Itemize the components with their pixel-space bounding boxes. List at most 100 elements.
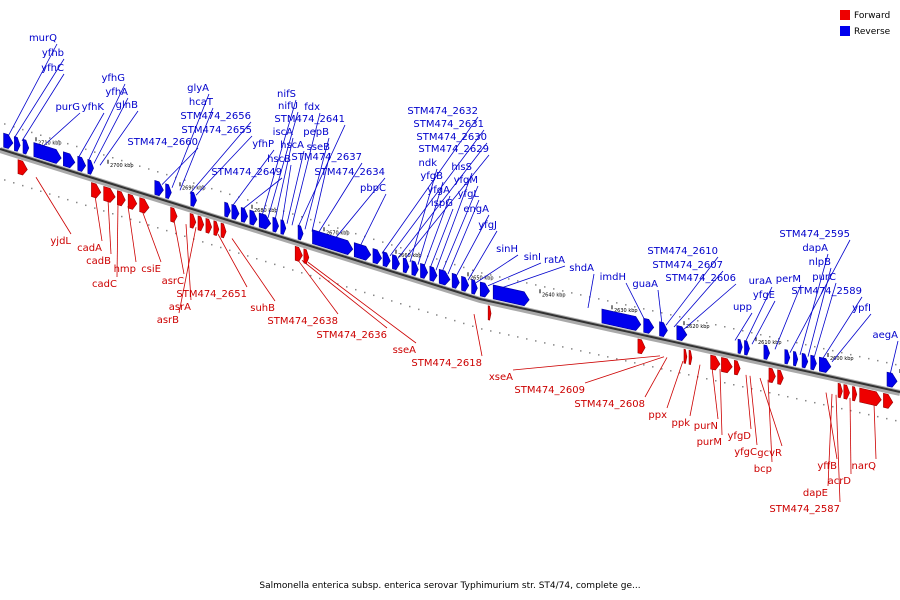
- leader-line: [584, 356, 665, 384]
- leader-line: [447, 199, 480, 275]
- dot-forward-track: [796, 397, 798, 400]
- dot-forward-track: [463, 322, 465, 325]
- forward-gene-feature: [777, 369, 784, 385]
- leader-line: [625, 282, 646, 321]
- leader-line: [745, 374, 752, 430]
- leader-line: [719, 369, 723, 436]
- dot-forward-track: [148, 224, 150, 226]
- reverse-gene-feature: [676, 325, 688, 342]
- dot-forward-track: [229, 249, 231, 252]
- leader-line: [774, 284, 802, 350]
- gene-label-sinh: sinH: [496, 244, 518, 255]
- dot-reverse-track: [508, 278, 510, 280]
- scale-tick-label: 2640 kbp: [542, 292, 566, 298]
- dot-forward-track: [130, 218, 132, 221]
- leader-line: [665, 256, 719, 326]
- forward-gene-feature: [17, 159, 28, 176]
- dot-reverse-track: [13, 126, 15, 128]
- dot-forward-track: [265, 260, 267, 263]
- reverse-gene-feature: [601, 308, 642, 331]
- leader-line: [821, 296, 863, 360]
- dot-reverse-track: [373, 238, 375, 241]
- leader-line: [107, 199, 112, 255]
- reverse-gene-feature: [280, 219, 287, 235]
- forward-gene-feature: [710, 354, 721, 371]
- leader-line: [171, 93, 210, 188]
- leader-line: [231, 149, 275, 207]
- gene-label-isca: iscA: [273, 127, 293, 138]
- forward-gene-feature: [205, 217, 213, 234]
- reverse-gene-feature: [429, 265, 438, 282]
- dot-reverse-track: [787, 339, 789, 342]
- forward-gene-feature: [487, 305, 492, 321]
- reverse-gene-feature: [77, 155, 87, 172]
- gene-label-bcp: bcp: [754, 464, 772, 475]
- dot-forward-track: [805, 399, 807, 402]
- leader-line: [87, 83, 126, 162]
- gene-label-dape: dapE: [803, 488, 828, 499]
- reverse-gene-feature: [451, 272, 460, 289]
- dot-reverse-track: [58, 140, 60, 142]
- dot-reverse-track: [634, 306, 636, 308]
- gene-label-rata: ratA: [544, 255, 565, 266]
- reverse-gene-feature: [3, 132, 14, 149]
- dot-forward-track: [355, 288, 357, 291]
- dot-reverse-track: [607, 300, 609, 302]
- gene-label-pbpc: pbpC: [360, 183, 386, 194]
- forward-gene-feature: [859, 387, 882, 407]
- dot-reverse-track: [49, 137, 51, 139]
- gene-label-nlpb: nlpB: [809, 257, 831, 268]
- gene-label-suhb: suhB: [250, 303, 275, 314]
- dot-forward-track: [499, 332, 501, 334]
- dot-forward-track: [94, 207, 96, 209]
- dot-reverse-track: [616, 302, 618, 304]
- scale-tick-label: 2690 kbp: [182, 185, 206, 191]
- legend-reverse-label: Reverse: [854, 27, 891, 37]
- dot-reverse-track: [319, 221, 321, 224]
- dot-forward-track: [292, 269, 294, 271]
- leader-line: [587, 273, 595, 308]
- dot-forward-track: [634, 362, 636, 364]
- dot-forward-track: [472, 325, 474, 327]
- gene-label-ppk: ppk: [672, 418, 691, 429]
- forward-gene-feature: [91, 182, 102, 199]
- dot-forward-track: [580, 350, 582, 352]
- strand-dots: [4, 123, 897, 422]
- reverse-gene-feature: [461, 275, 470, 292]
- leader-line: [304, 137, 330, 230]
- dot-forward-track: [652, 366, 654, 368]
- reverse-gene-feature: [810, 354, 817, 371]
- scale-tick-label: 2610 kbp: [758, 340, 782, 346]
- dot-forward-track: [49, 193, 51, 195]
- reverse-gene-feature: [297, 224, 304, 241]
- dot-forward-track: [13, 182, 15, 184]
- dot-forward-track: [4, 179, 6, 181]
- reverse-gene-feature: [258, 212, 272, 230]
- leader-line: [231, 238, 276, 302]
- dot-forward-track: [175, 232, 177, 235]
- dot-forward-track: [454, 319, 456, 322]
- scale-tick-label: 2630 kbp: [614, 308, 638, 314]
- dot-forward-track: [238, 252, 240, 254]
- forward-gene-feature: [883, 392, 894, 409]
- dot-reverse-track: [661, 312, 663, 314]
- dot-forward-track: [364, 291, 366, 294]
- dot-reverse-track: [841, 351, 843, 354]
- gene-label-sseb: sseB: [307, 142, 331, 153]
- dot-forward-track: [895, 419, 897, 422]
- leader-line: [409, 168, 438, 263]
- gene-label-stm474-2630: STM474_2630: [416, 132, 487, 143]
- dot-reverse-track: [517, 280, 519, 282]
- dot-reverse-track: [256, 202, 258, 204]
- gene-label-yffb: yffB: [817, 461, 837, 472]
- gene-label-dapa: dapA: [802, 243, 828, 254]
- dot-reverse-track: [76, 145, 78, 148]
- dot-forward-track: [787, 395, 789, 398]
- dot-reverse-track: [166, 173, 168, 176]
- reverse-gene-feature: [479, 281, 490, 298]
- forward-gene-feature: [127, 193, 138, 210]
- dot-forward-track: [382, 297, 384, 299]
- leader-line: [441, 185, 479, 273]
- forward-gene-feature: [768, 367, 776, 384]
- leader-line: [381, 116, 479, 254]
